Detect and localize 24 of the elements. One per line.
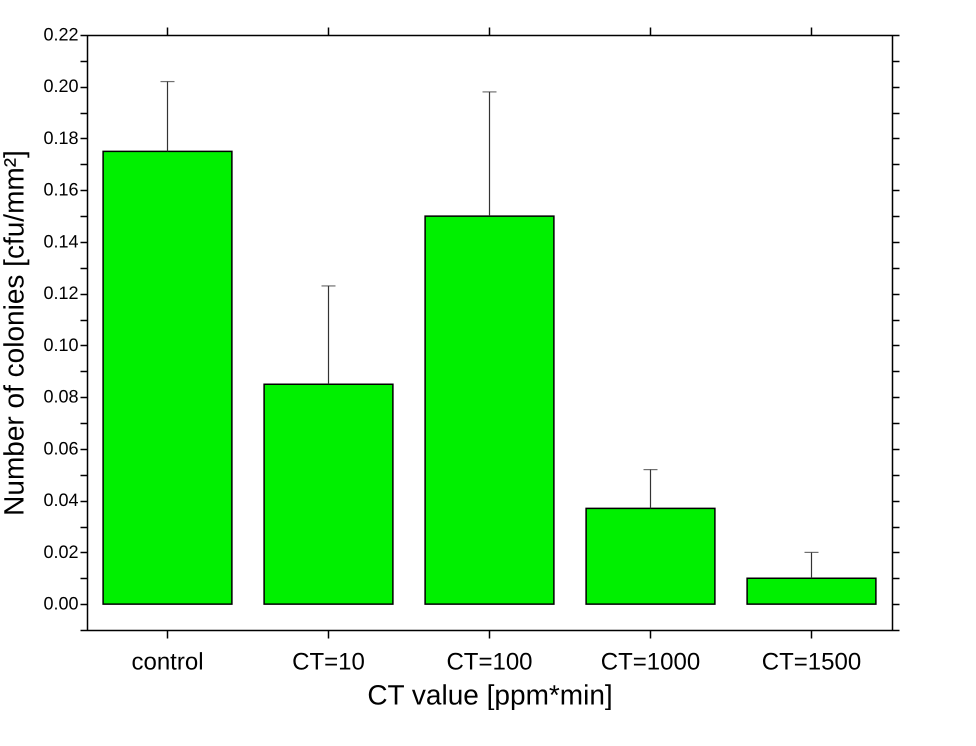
bar xyxy=(263,383,394,605)
y-tick-label: 0.10 xyxy=(43,334,78,355)
y-tick-label: 0.18 xyxy=(43,128,78,148)
y-tick-label: 0.04 xyxy=(43,490,78,510)
x-tick-label: CT=10 xyxy=(292,648,365,676)
x-axis-title: CT value [ppm*min] xyxy=(367,680,613,710)
y-tick-label: 0.16 xyxy=(43,180,78,200)
y-tick-label: 0.06 xyxy=(43,438,78,458)
bar xyxy=(102,150,233,605)
x-tick-label: CT=100 xyxy=(446,648,533,676)
y-tick-label: 0.20 xyxy=(43,76,78,96)
y-tick-label: 0.02 xyxy=(43,542,78,562)
x-tick-label: CT=1000 xyxy=(600,648,700,676)
bar xyxy=(585,508,716,605)
y-tick-label: 0.08 xyxy=(43,386,78,407)
bar xyxy=(746,578,877,605)
y-axis-title: Number of colonies [cfu/mm²] xyxy=(0,150,30,516)
x-tick-label: control xyxy=(131,648,204,676)
x-tick-label: CT=1500 xyxy=(762,648,862,676)
text: 0.00 xyxy=(43,594,78,614)
y-tick-label: 0.14 xyxy=(43,231,78,252)
y-tick-label: 0.22 xyxy=(43,24,78,44)
bar xyxy=(424,215,555,605)
y-tick-label: 0.12 xyxy=(43,283,78,304)
